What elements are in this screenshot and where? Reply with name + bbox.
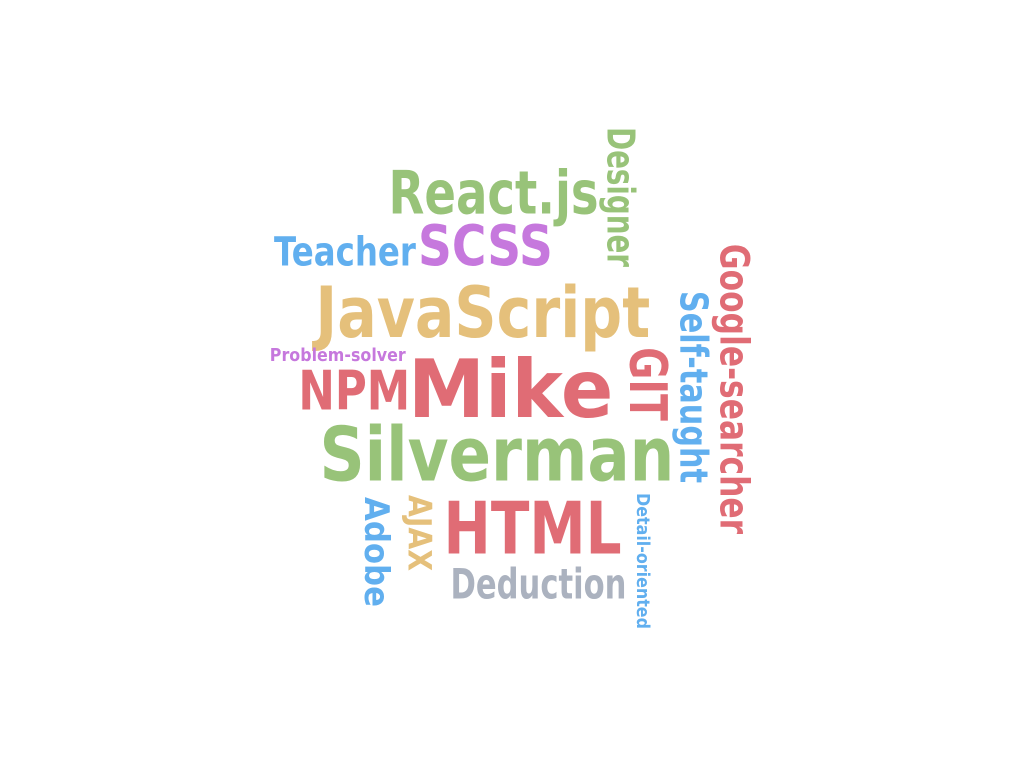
word-silverman: Silverman [319, 410, 675, 499]
word-ajax: AJAX [400, 494, 438, 572]
word-problem-solver: Problem-solver [269, 344, 406, 366]
word-javascript: JavaScript [315, 271, 651, 354]
word-self-taught: Self-taught [671, 290, 716, 484]
word-html: HTML [443, 486, 622, 571]
word-designer: Designer [597, 127, 643, 267]
word-detail-oriented: Detail-oriented [632, 493, 654, 629]
word-reactjs: React.js [388, 157, 599, 228]
word-mike: Mike [407, 342, 613, 437]
word-google-searcher: Google-searcher [711, 243, 758, 535]
word-scss: SCSS [417, 212, 553, 279]
word-adobe: Adobe [356, 496, 397, 608]
word-teacher: Teacher [273, 228, 416, 276]
word-npm: NPM [297, 359, 410, 423]
word-deduction: Deduction [449, 559, 626, 609]
word-git: GIT [617, 347, 679, 421]
